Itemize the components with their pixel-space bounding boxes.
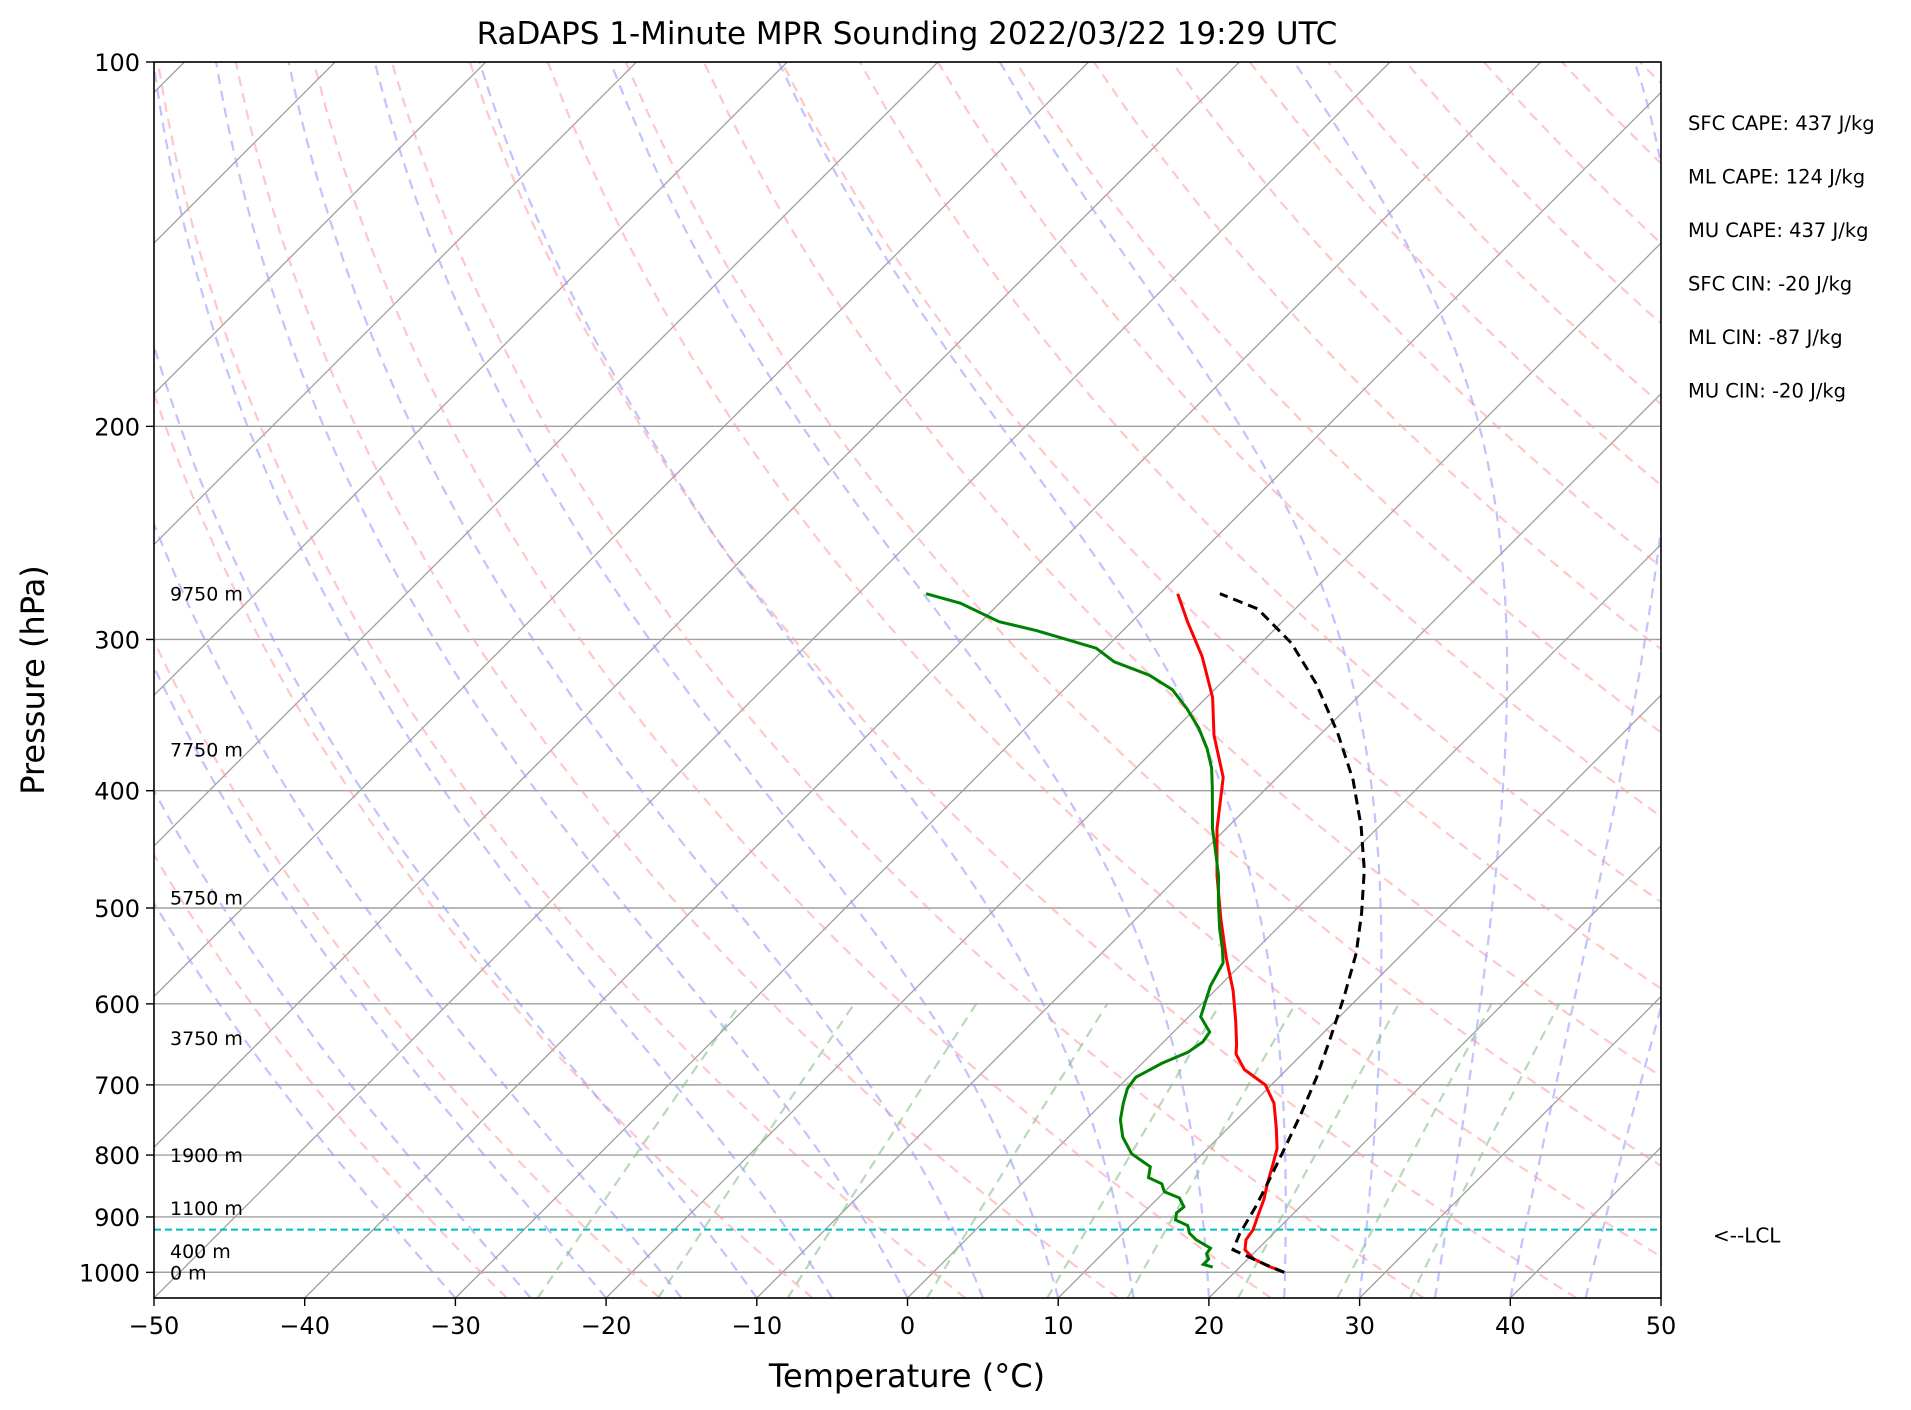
chart-title: RaDAPS 1-Minute MPR Sounding 2022/03/22 … [477,16,1338,52]
x-tick-label: 20 [1194,1312,1225,1340]
height-label: 3750 m [170,1028,243,1050]
y-tick-label: 700 [94,1072,140,1100]
index-label: SFC CAPE: 437 J/kg [1688,112,1875,135]
y-tick-label: 500 [94,895,140,923]
index-label: SFC CIN: -20 J/kg [1688,273,1852,296]
index-label: MU CIN: -20 J/kg [1688,380,1846,403]
x-tick-label: −40 [279,1312,330,1340]
height-label: 1100 m [170,1198,243,1220]
index-label: ML CAPE: 124 J/kg [1688,166,1865,189]
x-tick-label: 10 [1043,1312,1074,1340]
x-tick-label: −10 [731,1312,782,1340]
height-label: 9750 m [170,584,243,606]
index-label: MU CAPE: 437 J/kg [1688,219,1869,242]
x-tick-label: 0 [900,1312,915,1340]
height-label: 1900 m [170,1145,243,1167]
lcl-label: <--LCL [1713,1224,1781,1248]
y-tick-label: 200 [94,413,140,441]
x-tick-label: −30 [430,1312,481,1340]
x-tick-label: −50 [129,1312,180,1340]
x-tick-label: 30 [1344,1312,1375,1340]
height-label: 0 m [170,1262,207,1284]
x-axis-label: Temperature (°C) [768,1357,1045,1395]
y-tick-label: 1000 [79,1259,140,1287]
y-axis-label: Pressure (hPa) [14,565,52,795]
height-label: 5750 m [170,887,243,909]
x-tick-label: 50 [1646,1312,1677,1340]
x-tick-label: 40 [1495,1312,1526,1340]
height-label: 7750 m [170,740,243,762]
height-label: 400 m [170,1241,231,1263]
y-tick-label: 800 [94,1142,140,1170]
y-tick-label: 300 [94,626,140,654]
y-tick-label: 900 [94,1204,140,1232]
y-tick-label: 100 [94,49,140,77]
y-tick-label: 600 [94,991,140,1019]
index-label: ML CIN: -87 J/kg [1688,326,1843,349]
x-tick-label: −20 [581,1312,632,1340]
y-tick-label: 400 [94,778,140,806]
